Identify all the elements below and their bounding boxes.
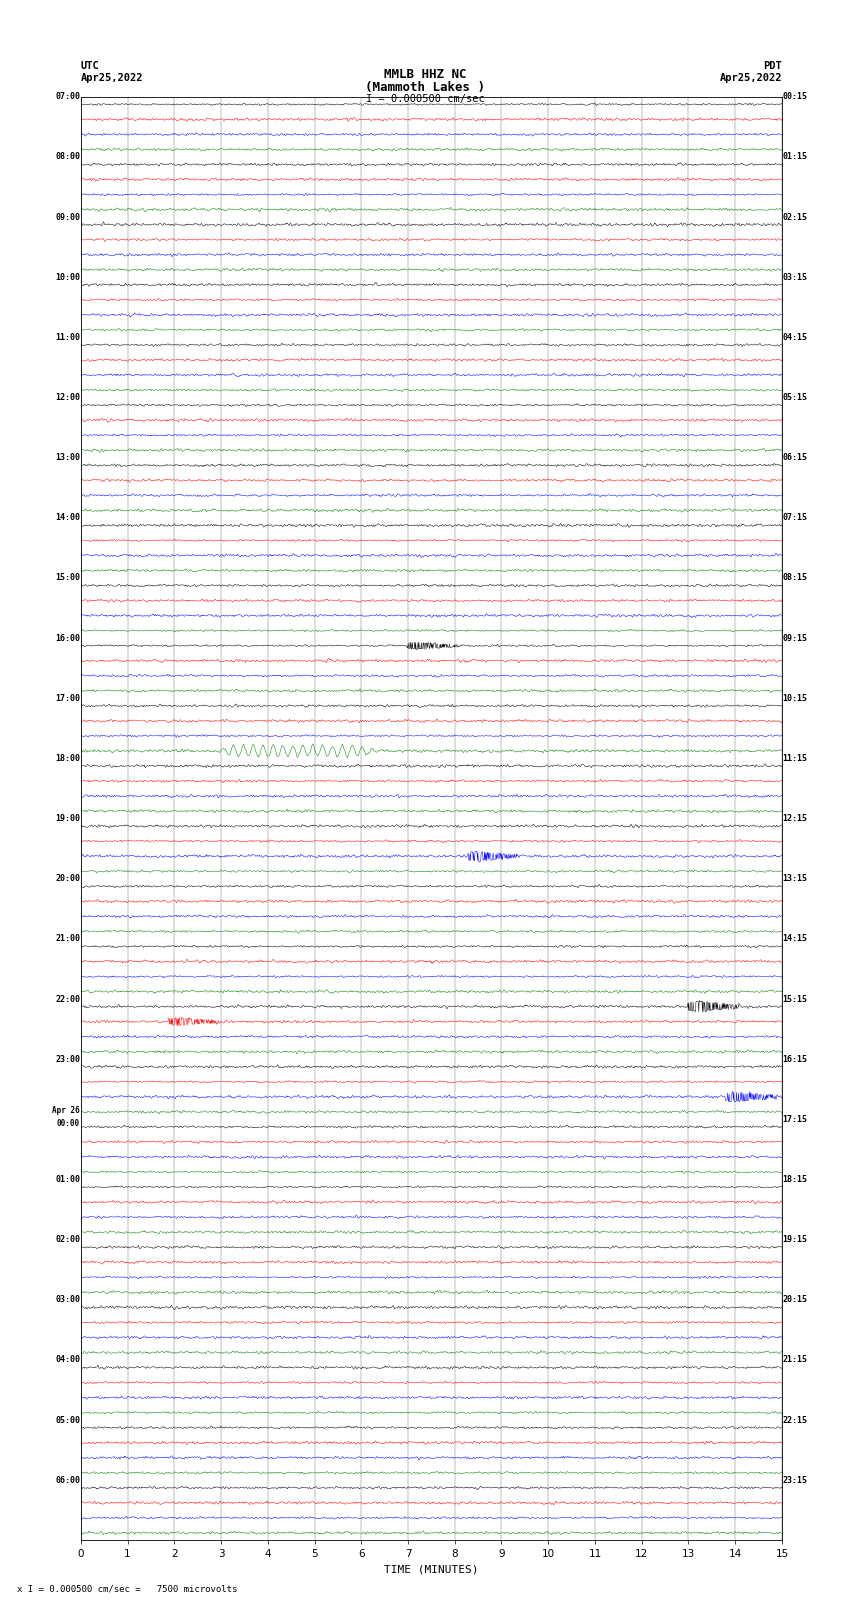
Text: 22:00: 22:00 (55, 995, 80, 1003)
Text: 01:15: 01:15 (783, 153, 808, 161)
Text: 15:00: 15:00 (55, 574, 80, 582)
Text: 20:00: 20:00 (55, 874, 80, 884)
Text: UTC: UTC (81, 61, 99, 71)
Text: 07:15: 07:15 (783, 513, 808, 523)
Text: 03:15: 03:15 (783, 273, 808, 282)
Text: 11:00: 11:00 (55, 332, 80, 342)
Text: 00:15: 00:15 (783, 92, 808, 102)
Text: 19:00: 19:00 (55, 815, 80, 823)
Text: 13:15: 13:15 (783, 874, 808, 884)
Text: 16:15: 16:15 (783, 1055, 808, 1063)
Text: 09:00: 09:00 (55, 213, 80, 221)
X-axis label: TIME (MINUTES): TIME (MINUTES) (384, 1565, 479, 1574)
Text: 01:00: 01:00 (55, 1174, 80, 1184)
Text: 11:15: 11:15 (783, 753, 808, 763)
Text: Apr 26: Apr 26 (53, 1107, 80, 1115)
Text: 04:15: 04:15 (783, 332, 808, 342)
Text: 06:00: 06:00 (55, 1476, 80, 1484)
Text: PDT: PDT (763, 61, 782, 71)
Text: 00:00: 00:00 (57, 1119, 80, 1129)
Text: (Mammoth Lakes ): (Mammoth Lakes ) (365, 81, 485, 94)
Text: 08:00: 08:00 (55, 153, 80, 161)
Text: 19:15: 19:15 (783, 1236, 808, 1244)
Text: 07:00: 07:00 (55, 92, 80, 102)
Text: x I = 0.000500 cm/sec =   7500 microvolts: x I = 0.000500 cm/sec = 7500 microvolts (17, 1584, 237, 1594)
Text: 03:00: 03:00 (55, 1295, 80, 1305)
Text: 08:15: 08:15 (783, 574, 808, 582)
Text: 21:00: 21:00 (55, 934, 80, 944)
Text: 10:00: 10:00 (55, 273, 80, 282)
Text: 15:15: 15:15 (783, 995, 808, 1003)
Text: 05:15: 05:15 (783, 394, 808, 402)
Text: 18:15: 18:15 (783, 1174, 808, 1184)
Text: Apr25,2022: Apr25,2022 (81, 73, 144, 82)
Text: 23:15: 23:15 (783, 1476, 808, 1484)
Text: 02:00: 02:00 (55, 1236, 80, 1244)
Text: 20:15: 20:15 (783, 1295, 808, 1305)
Text: 23:00: 23:00 (55, 1055, 80, 1063)
Text: 05:00: 05:00 (55, 1416, 80, 1424)
Text: 04:00: 04:00 (55, 1355, 80, 1365)
Text: 18:00: 18:00 (55, 753, 80, 763)
Text: I = 0.000500 cm/sec: I = 0.000500 cm/sec (366, 94, 484, 103)
Text: 14:00: 14:00 (55, 513, 80, 523)
Text: MMLB HHZ NC: MMLB HHZ NC (383, 68, 467, 81)
Text: 02:15: 02:15 (783, 213, 808, 221)
Text: 12:00: 12:00 (55, 394, 80, 402)
Text: 09:15: 09:15 (783, 634, 808, 642)
Text: 12:15: 12:15 (783, 815, 808, 823)
Text: 22:15: 22:15 (783, 1416, 808, 1424)
Text: 14:15: 14:15 (783, 934, 808, 944)
Text: 10:15: 10:15 (783, 694, 808, 703)
Text: 21:15: 21:15 (783, 1355, 808, 1365)
Text: 17:15: 17:15 (783, 1115, 808, 1124)
Text: 16:00: 16:00 (55, 634, 80, 642)
Text: 17:00: 17:00 (55, 694, 80, 703)
Text: Apr25,2022: Apr25,2022 (719, 73, 782, 82)
Text: 13:00: 13:00 (55, 453, 80, 463)
Text: 06:15: 06:15 (783, 453, 808, 463)
